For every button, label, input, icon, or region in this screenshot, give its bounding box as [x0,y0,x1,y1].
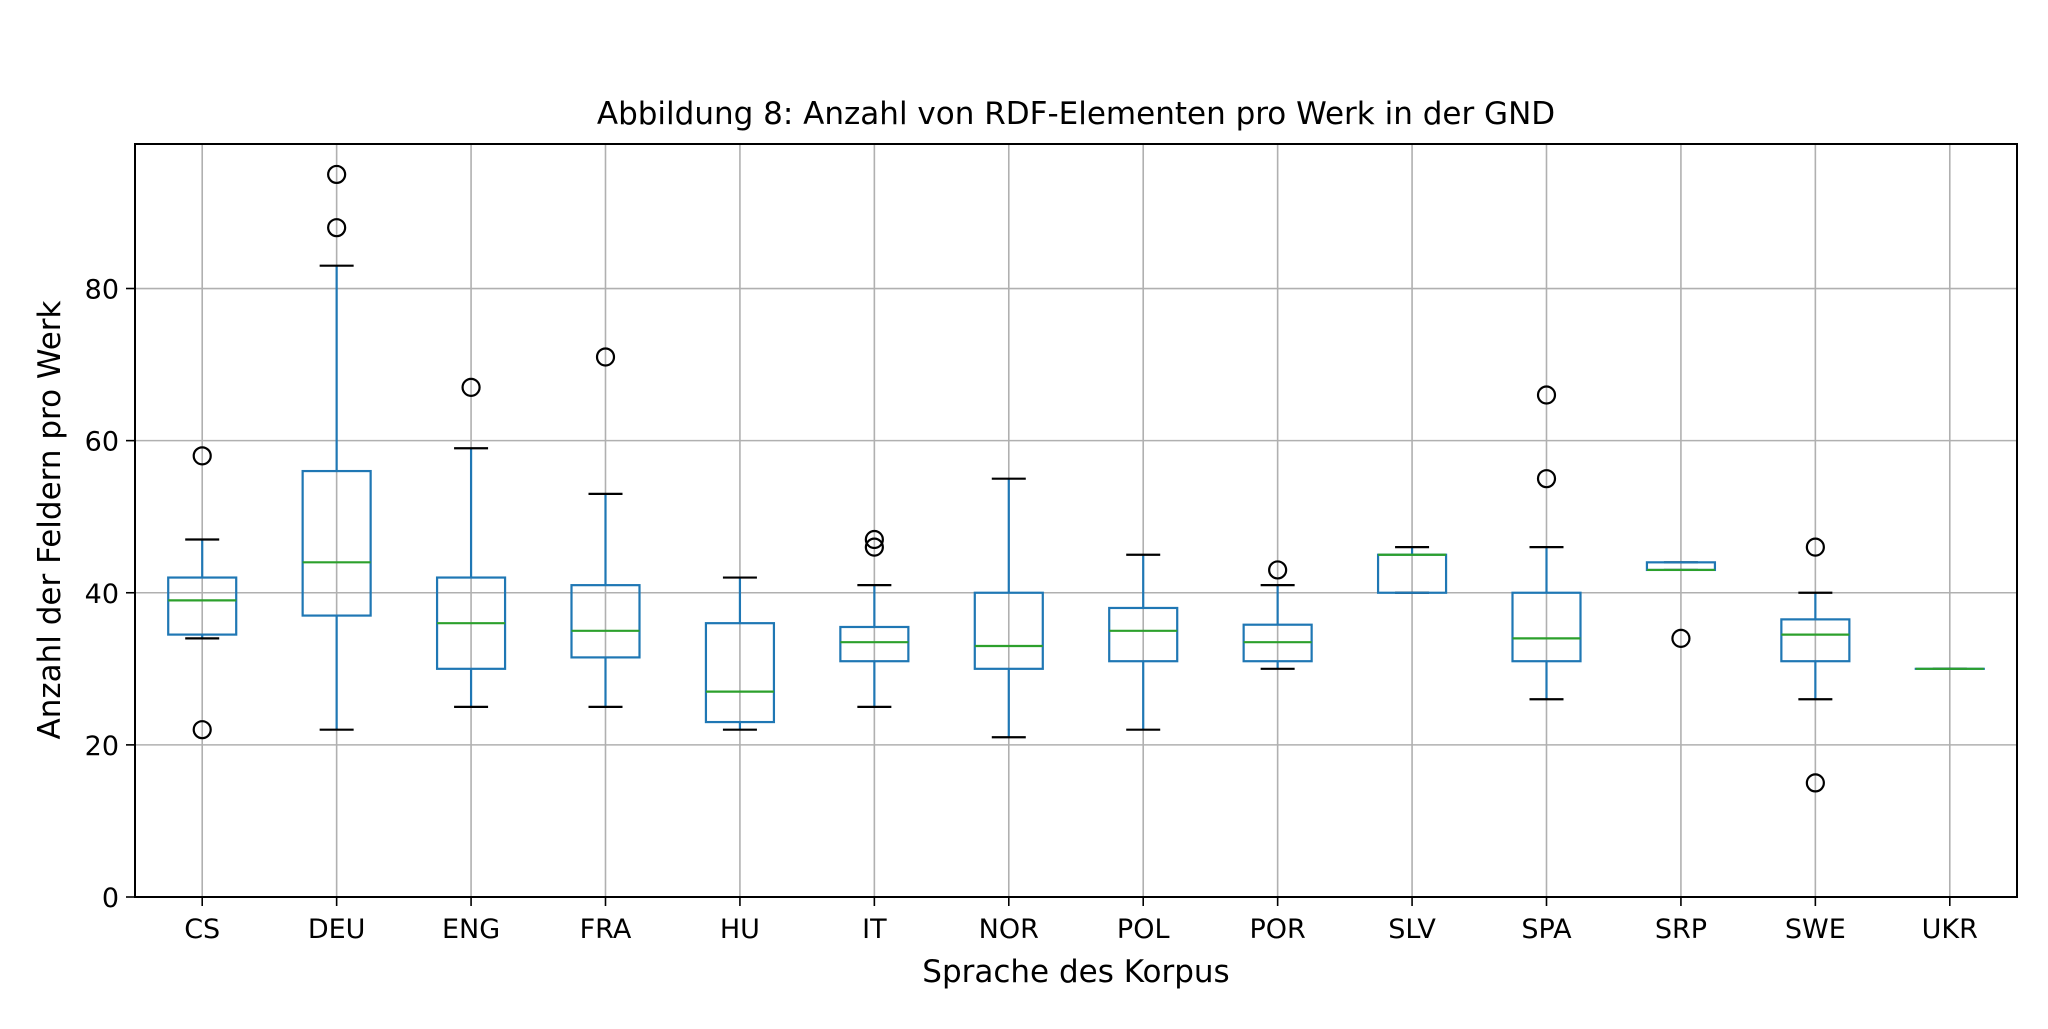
x-tick-label: SLV [1388,914,1436,945]
x-tick-label: UKR [1922,914,1978,945]
x-tick-label: POL [1117,914,1170,945]
y-tick-label: 60 [85,427,119,458]
chart-title: Abbildung 8: Anzahl von RDF-Elementen pr… [597,96,1555,132]
y-axis-label: Anzahl der Feldern pro Werk [32,300,68,739]
x-tick-label: HU [720,914,760,945]
x-tick-label: CS [184,914,220,945]
x-tick-label: SWE [1785,914,1846,945]
x-tick-label: IT [862,914,887,945]
y-tick-label: 0 [102,883,119,914]
x-tick-label: ENG [442,914,500,945]
x-axis-label: Sprache des Korpus [922,954,1229,990]
x-tick-label: SRP [1655,914,1707,945]
x-tick-label: NOR [979,914,1039,945]
y-tick-label: 80 [85,275,119,306]
y-tick-label: 20 [85,731,119,762]
x-tick-label: FRA [580,914,632,945]
x-tick-label: SPA [1521,914,1572,945]
y-tick-label: 40 [85,579,119,610]
x-tick-label: DEU [308,914,366,945]
x-tick-label: POR [1249,914,1305,945]
